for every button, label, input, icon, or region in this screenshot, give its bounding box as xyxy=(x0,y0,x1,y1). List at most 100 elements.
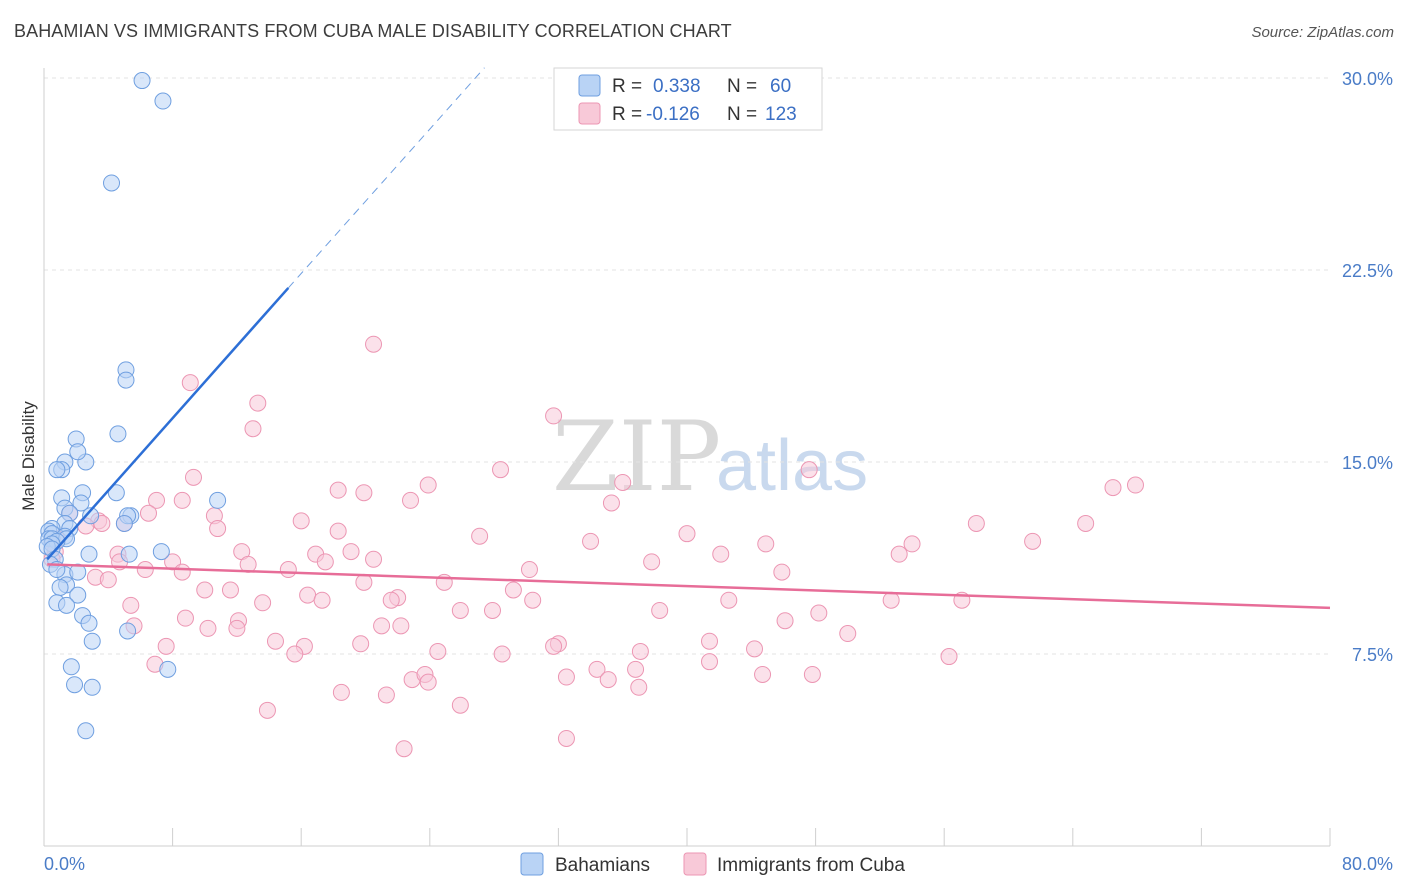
cuba-point xyxy=(545,637,563,655)
bahamian-point xyxy=(58,596,76,614)
cuba-point xyxy=(483,601,501,619)
bahamian-point xyxy=(66,676,84,694)
cuba-point xyxy=(181,374,199,392)
series-legend-label-cuba: Immigrants from Cuba xyxy=(717,855,905,876)
cuba-point xyxy=(839,625,857,643)
cuba-point xyxy=(712,545,730,563)
bahamian-point xyxy=(117,371,135,389)
watermark-zip: ZIP xyxy=(552,401,721,513)
cuba-point xyxy=(395,740,413,758)
cuba-point xyxy=(746,640,764,658)
cuba-point xyxy=(557,668,575,686)
cuba-point xyxy=(279,561,297,579)
cuba-point xyxy=(228,619,246,637)
cuba-point xyxy=(419,673,437,691)
bahamian-point xyxy=(72,494,90,512)
x-tick-marks xyxy=(43,828,1331,846)
legend-r-label-1: R = xyxy=(612,76,642,97)
cuba-point xyxy=(355,573,373,591)
bahamian-point xyxy=(209,491,227,509)
cuba-point xyxy=(582,532,600,550)
cuba-point xyxy=(720,591,738,609)
cuba-point xyxy=(402,491,420,509)
cuba-point xyxy=(392,617,410,635)
bahamian-point xyxy=(107,484,125,502)
legend-r-value-1: 0.338 xyxy=(653,76,701,97)
cuba-point xyxy=(493,645,511,663)
cuba-point xyxy=(292,512,310,530)
cuba-point xyxy=(614,473,632,491)
cuba-point xyxy=(299,586,317,604)
bahamian-point xyxy=(120,545,138,563)
y-axis-label: Male Disability xyxy=(19,401,38,511)
cuba-point xyxy=(627,660,645,678)
bahamian-point xyxy=(154,92,172,110)
bahamian-point xyxy=(80,545,98,563)
watermark: ZIP atlas xyxy=(552,401,868,513)
cuba-trend-line xyxy=(47,563,1331,610)
bahamian-point xyxy=(133,72,151,90)
cuba-point xyxy=(254,594,272,612)
chart-title: BAHAMIAN VS IMMIGRANTS FROM CUBA MALE DI… xyxy=(14,21,732,41)
cuba-point xyxy=(122,596,140,614)
cuba-point xyxy=(1077,514,1095,532)
cuba-point xyxy=(757,535,775,553)
trend-lines xyxy=(46,67,1331,610)
cuba-point xyxy=(701,653,719,671)
bahamian-point xyxy=(159,660,177,678)
cuba-point xyxy=(365,550,383,568)
series-legend: Bahamians Immigrants from Cuba xyxy=(520,852,905,876)
cuba-points xyxy=(43,335,1144,758)
y-tick-label: 7.5% xyxy=(1352,645,1393,665)
cuba-point xyxy=(148,491,166,509)
cuba-point xyxy=(139,504,157,522)
bahamian-point xyxy=(109,425,127,443)
cuba-point xyxy=(754,665,772,683)
cuba-point xyxy=(332,683,350,701)
legend-swatch-bahamians xyxy=(578,74,601,97)
bahamian-point xyxy=(115,514,133,532)
cuba-point xyxy=(184,468,202,486)
cuba-point xyxy=(199,619,217,637)
cuba-point xyxy=(492,461,510,479)
bahamian-point xyxy=(152,543,170,561)
y-tick-labels: 7.5% 15.0% 22.5% 30.0% xyxy=(1342,69,1393,665)
cuba-point xyxy=(631,642,649,660)
cuba-point xyxy=(136,561,154,579)
legend-n-label-2: N = xyxy=(727,104,757,125)
cuba-point xyxy=(209,520,227,538)
bahamian-point xyxy=(69,563,87,581)
cuba-point xyxy=(903,535,921,553)
cuba-point xyxy=(520,561,538,579)
cuba-point xyxy=(471,527,489,545)
bahamian-point xyxy=(119,622,137,640)
cuba-point xyxy=(365,335,383,353)
bahamian-point xyxy=(83,678,101,696)
cuba-point xyxy=(419,476,437,494)
cuba-point xyxy=(196,581,214,599)
cuba-point xyxy=(451,601,469,619)
watermark-atlas: atlas xyxy=(716,426,868,506)
cuba-point xyxy=(258,701,276,719)
cuba-point xyxy=(773,563,791,581)
cuba-point xyxy=(373,617,391,635)
bahamian-point xyxy=(82,507,100,525)
bahamian-point xyxy=(51,578,69,596)
cuba-point xyxy=(630,678,648,696)
bahamian-point xyxy=(80,614,98,632)
series-legend-swatch-cuba xyxy=(683,852,707,876)
legend-r-value-2: -0.126 xyxy=(646,104,700,125)
series-legend-swatch-bahamians xyxy=(520,852,544,876)
cuba-point xyxy=(451,696,469,714)
bahamian-point xyxy=(48,461,66,479)
cuba-point xyxy=(504,581,522,599)
y-tick-label: 15.0% xyxy=(1342,453,1393,473)
cuba-point xyxy=(286,645,304,663)
cuba-point xyxy=(1104,479,1122,497)
cuba-point xyxy=(173,491,191,509)
bahamian-trend-extension xyxy=(287,67,485,289)
cuba-point xyxy=(602,494,620,512)
cuba-point xyxy=(1024,532,1042,550)
cuba-point xyxy=(157,637,175,655)
